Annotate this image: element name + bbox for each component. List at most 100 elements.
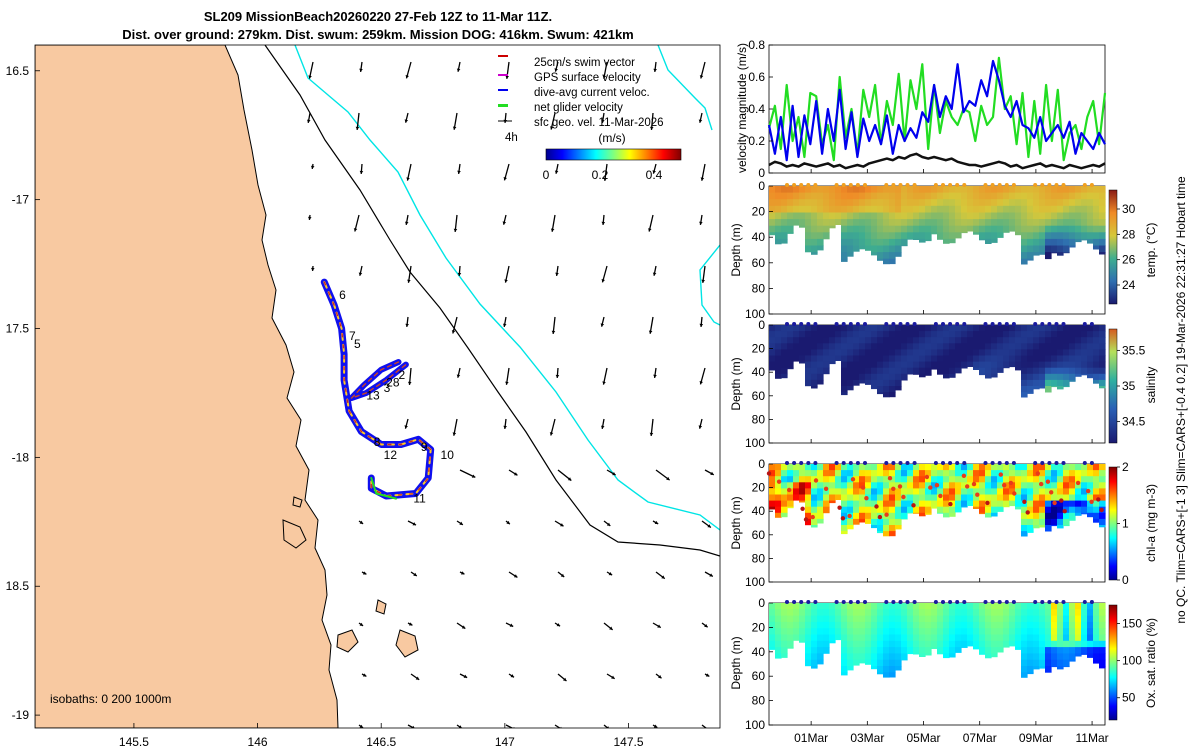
section-cell xyxy=(1009,331,1016,338)
section-cell xyxy=(985,337,992,344)
section-cell xyxy=(1057,337,1064,344)
section-cell xyxy=(979,186,986,194)
section-cell xyxy=(985,325,992,332)
section-cell xyxy=(949,331,956,338)
section-cell xyxy=(913,337,920,344)
profile-marker xyxy=(863,183,867,187)
section-cell xyxy=(985,199,992,207)
section-cell xyxy=(841,672,848,676)
section-cell xyxy=(925,470,932,477)
section-cell xyxy=(949,373,956,378)
section-cell xyxy=(1015,367,1022,371)
section-cell xyxy=(1051,494,1058,502)
depth-tick-label: 0 xyxy=(758,596,765,610)
section-cell xyxy=(787,192,794,200)
section-cell xyxy=(1057,186,1064,194)
section-cell xyxy=(979,634,986,642)
current-arrow-head xyxy=(412,725,415,728)
section-cell xyxy=(1081,640,1088,648)
section-cell xyxy=(799,476,806,483)
section-cell xyxy=(901,634,908,642)
chlorophyll-depth-label: Depth (m) xyxy=(729,496,743,549)
section-cell xyxy=(859,192,866,200)
section-cell xyxy=(775,199,782,207)
section-cell xyxy=(1045,349,1052,357)
current-arrow-head xyxy=(310,165,315,169)
section-cell xyxy=(943,628,950,636)
section-cell xyxy=(925,609,932,617)
section-cell xyxy=(901,379,908,381)
section-cell xyxy=(817,349,824,357)
section-cell xyxy=(871,219,878,227)
section-cell xyxy=(919,628,926,636)
current-arrow xyxy=(554,724,561,728)
section-cell xyxy=(793,615,800,623)
section-cell xyxy=(871,470,878,477)
section-cell xyxy=(979,488,986,496)
section-cell xyxy=(1051,225,1058,233)
section-cell xyxy=(829,609,836,617)
section-cell xyxy=(1021,518,1028,526)
section-cell xyxy=(919,615,926,623)
profile-marker xyxy=(841,600,846,604)
section-cell xyxy=(829,621,836,629)
section-cell xyxy=(1015,192,1022,200)
section-cell xyxy=(1033,476,1040,483)
section-cell xyxy=(925,367,932,375)
section-cell xyxy=(1075,192,1082,200)
swim-speed-track-branch xyxy=(350,361,407,399)
section-cell xyxy=(967,337,974,344)
section-cell xyxy=(799,199,806,207)
depth-tick-label: 20 xyxy=(752,342,766,356)
section-cell xyxy=(973,212,980,220)
current-arrow-head xyxy=(652,170,656,174)
section-cell xyxy=(1063,494,1070,502)
section-cell xyxy=(1063,238,1070,247)
section-cell xyxy=(859,628,866,636)
section-cell xyxy=(961,482,968,489)
section-cell xyxy=(871,186,878,194)
profile-marker xyxy=(912,322,917,326)
section-cell xyxy=(829,476,836,483)
current-vector-field xyxy=(306,61,715,728)
section-cell xyxy=(919,337,926,344)
section-cell xyxy=(889,512,896,520)
chl-spike-dot xyxy=(813,478,819,483)
section-cell xyxy=(775,349,782,357)
section-cell xyxy=(805,343,812,350)
section-cell xyxy=(1075,512,1082,516)
section-cell xyxy=(1051,219,1058,227)
section-cell xyxy=(781,603,788,610)
section-cell xyxy=(901,518,908,520)
section-cell xyxy=(907,225,914,233)
current-arrow-head xyxy=(513,574,518,578)
profile-marker xyxy=(941,183,945,187)
current-arrow-head xyxy=(452,432,457,436)
section-cell xyxy=(889,349,896,357)
section-cell xyxy=(871,512,878,520)
section-cell xyxy=(997,476,1004,483)
colorbar-tick-label: 0 xyxy=(543,168,550,182)
section-cell xyxy=(769,476,776,483)
section-cell xyxy=(841,500,848,508)
section-cell xyxy=(937,500,944,508)
section-cell xyxy=(979,331,986,338)
section-cell xyxy=(1063,225,1070,233)
section-cell xyxy=(817,603,824,610)
section-cell xyxy=(883,186,890,194)
section-cell xyxy=(775,634,782,642)
section-cell xyxy=(865,379,872,385)
section-cell xyxy=(985,331,992,338)
section-cell xyxy=(1027,476,1034,483)
section-cell xyxy=(955,212,962,220)
section-cell xyxy=(811,212,818,220)
section-cell xyxy=(931,615,938,623)
section-cell xyxy=(1069,186,1076,194)
section-cell xyxy=(1081,476,1088,483)
section-cell xyxy=(895,212,902,220)
section-cell xyxy=(1087,482,1094,489)
profile-marker xyxy=(1033,600,1038,604)
section-cell xyxy=(859,373,866,381)
section-cell xyxy=(925,494,932,502)
